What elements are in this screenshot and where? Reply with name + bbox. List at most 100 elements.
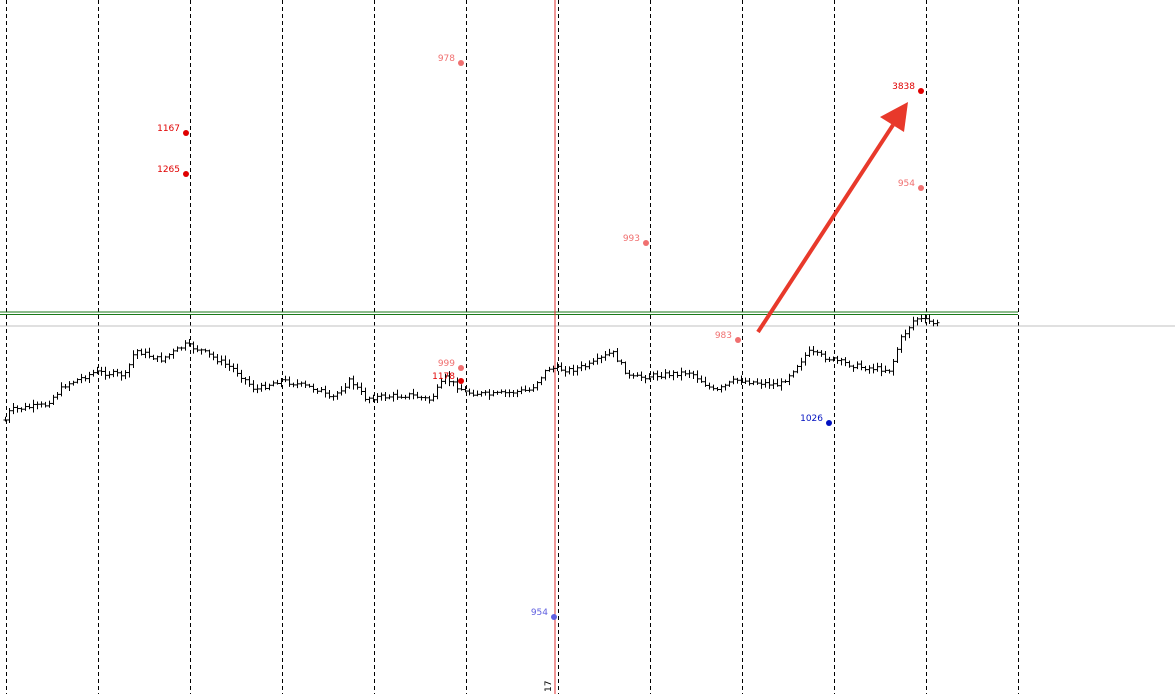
ohlc-bar bbox=[491, 390, 496, 397]
ohlc-bar bbox=[763, 378, 768, 388]
ohlc-bar bbox=[63, 384, 68, 389]
ohlc-bar bbox=[315, 388, 320, 394]
marker[interactable]: 999 bbox=[438, 359, 464, 371]
marker[interactable]: 954 bbox=[898, 179, 924, 191]
ohlc-bar bbox=[271, 380, 276, 387]
ohlc-bar bbox=[23, 402, 28, 411]
ohlc-bar bbox=[291, 382, 296, 388]
marker-dot[interactable] bbox=[826, 420, 832, 426]
marker-dot[interactable] bbox=[918, 88, 924, 94]
ohlc-bar bbox=[719, 384, 724, 393]
marker[interactable]: 1178 bbox=[432, 372, 464, 384]
ohlc-bar bbox=[323, 385, 328, 398]
marker[interactable]: 954 bbox=[531, 608, 557, 620]
marker[interactable]: 983 bbox=[715, 331, 741, 343]
marker[interactable]: 993 bbox=[623, 234, 649, 246]
ohlc-bar bbox=[371, 394, 376, 403]
marker[interactable]: 3838 bbox=[892, 82, 924, 94]
ohlc-bar bbox=[439, 377, 444, 389]
ohlc-bar bbox=[787, 373, 792, 386]
ohlc-bar bbox=[263, 381, 268, 391]
ohlc-bar bbox=[691, 370, 696, 379]
ohlc-bar bbox=[207, 349, 212, 358]
marker[interactable]: 1265 bbox=[157, 165, 189, 177]
marker-label: 954 bbox=[531, 608, 548, 618]
ohlc-bar bbox=[147, 347, 152, 359]
ohlc-bar bbox=[571, 364, 576, 376]
ohlc-bar bbox=[547, 366, 552, 372]
marker[interactable]: 1026 bbox=[800, 414, 832, 426]
ohlc-bar bbox=[107, 371, 112, 379]
ohlc-bar bbox=[351, 375, 356, 390]
ohlc-bar bbox=[631, 373, 636, 379]
marker-dot[interactable] bbox=[458, 378, 464, 384]
ohlc-bar bbox=[807, 346, 812, 358]
ohlc-bar bbox=[259, 382, 264, 392]
ohlc-bar bbox=[55, 391, 60, 400]
ohlc-bar bbox=[11, 402, 16, 415]
marker-label: 999 bbox=[438, 359, 455, 369]
marker-dot[interactable] bbox=[458, 60, 464, 66]
ohlc-bar bbox=[367, 396, 372, 404]
ohlc-bar bbox=[171, 348, 176, 359]
ohlc-bars bbox=[3, 314, 940, 423]
marker-dot[interactable] bbox=[183, 130, 189, 136]
ohlc-bar bbox=[663, 369, 668, 380]
ohlc-bar bbox=[427, 395, 432, 404]
ohlc-bar bbox=[443, 373, 448, 385]
ohlc-bar bbox=[803, 352, 808, 366]
ohlc-bar bbox=[707, 382, 712, 390]
ohlc-bar bbox=[519, 386, 524, 395]
ohlc-bar bbox=[363, 387, 368, 402]
marker-dot[interactable] bbox=[183, 171, 189, 177]
ohlc-bar bbox=[703, 376, 708, 387]
ohlc-bar bbox=[267, 383, 272, 391]
ohlc-bar bbox=[887, 369, 892, 374]
marker-label: 1178 bbox=[432, 372, 455, 382]
ohlc-bar bbox=[871, 363, 876, 374]
ohlc-bar bbox=[407, 392, 412, 400]
ohlc-bar bbox=[723, 383, 728, 391]
ohlc-bar bbox=[603, 350, 608, 361]
ohlc-bar bbox=[903, 329, 908, 341]
ohlc-bar bbox=[231, 363, 236, 373]
ohlc-bar bbox=[523, 385, 528, 392]
ohlc-bar bbox=[183, 340, 188, 351]
ohlc-bar bbox=[595, 353, 600, 365]
ohlc-bar bbox=[795, 364, 800, 374]
ohlc-bar bbox=[419, 395, 424, 401]
marker-label: 1167 bbox=[157, 124, 180, 134]
marker-dot[interactable] bbox=[918, 185, 924, 191]
ohlc-bar bbox=[931, 319, 936, 327]
ohlc-bar bbox=[767, 377, 772, 389]
marker-dot[interactable] bbox=[643, 240, 649, 246]
ohlc-bar bbox=[431, 393, 436, 402]
marker[interactable]: 1167 bbox=[157, 124, 189, 136]
trend-arrow[interactable] bbox=[756, 102, 908, 334]
ohlc-bar bbox=[211, 351, 216, 361]
ohlc-bar bbox=[131, 350, 136, 369]
ohlc-bar bbox=[223, 355, 228, 368]
marker-dot[interactable] bbox=[458, 365, 464, 371]
ohlc-bar bbox=[639, 371, 644, 381]
ohlc-bar bbox=[655, 370, 660, 381]
ohlc-bar bbox=[583, 363, 588, 371]
ohlc-bar bbox=[479, 391, 484, 397]
ohlc-bar bbox=[111, 369, 116, 378]
ohlc-bar bbox=[475, 390, 480, 397]
ohlc-bar bbox=[907, 326, 912, 339]
ohlc-bar bbox=[919, 314, 924, 323]
ohlc-bar bbox=[79, 373, 84, 384]
marker-dot[interactable] bbox=[735, 337, 741, 343]
ohlc-bar bbox=[299, 381, 304, 387]
ohlc-bar bbox=[243, 377, 248, 385]
ohlc-bar bbox=[359, 382, 364, 395]
marker[interactable]: 978 bbox=[438, 54, 464, 66]
marker-dot[interactable] bbox=[551, 614, 557, 620]
ohlc-bar bbox=[543, 369, 548, 381]
ohlc-bar bbox=[403, 394, 408, 400]
ohlc-bar bbox=[251, 380, 256, 393]
ohlc-bar bbox=[115, 368, 120, 377]
ohlc-bar bbox=[339, 386, 344, 396]
